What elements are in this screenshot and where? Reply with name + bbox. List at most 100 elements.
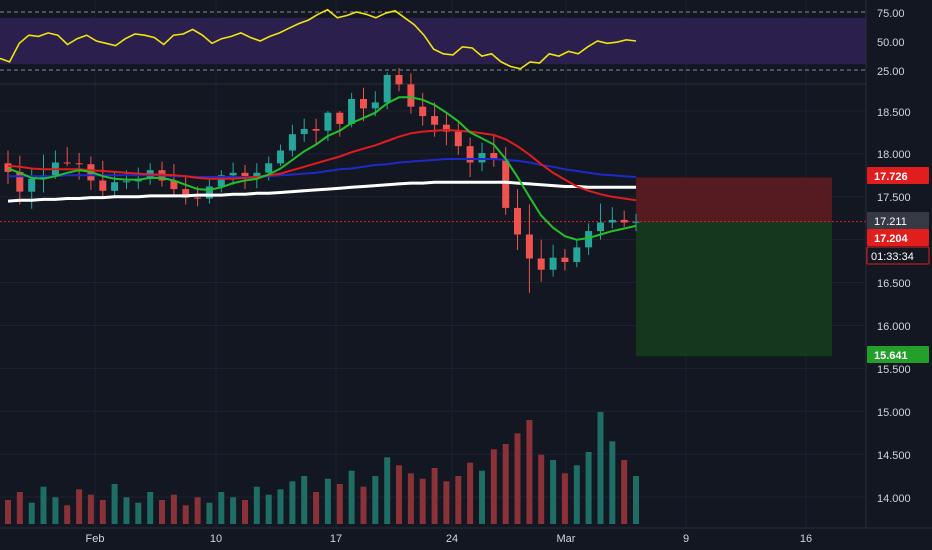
volume-bar: [87, 494, 94, 524]
candle-body: [466, 146, 474, 163]
volume-bar: [64, 505, 71, 524]
target-price-text: 15.641: [874, 350, 908, 362]
price-tick: 16.500: [877, 278, 911, 290]
rsi-tick-75: 75.00: [877, 8, 905, 20]
candle: [419, 93, 427, 126]
candle: [407, 73, 415, 114]
volume-bar: [336, 484, 343, 524]
candle-body: [182, 189, 190, 198]
candle-body: [217, 175, 225, 187]
candle-body: [597, 222, 604, 232]
rsi-pane[interactable]: [0, 8, 866, 71]
candle-body: [277, 150, 284, 164]
volume-bar: [218, 492, 225, 524]
position-tool[interactable]: [636, 177, 832, 357]
countdown-text: 01:33:34: [871, 251, 914, 263]
candle: [182, 177, 190, 205]
candle: [277, 144, 284, 166]
price-tick: 14.000: [877, 493, 911, 505]
candle-body: [525, 234, 533, 259]
candle: [111, 172, 119, 198]
volume-bar: [502, 444, 509, 524]
candle-body: [241, 172, 249, 178]
volume-bar: [407, 473, 414, 524]
candle: [608, 207, 616, 229]
candle: [99, 160, 107, 198]
volume-bar: [490, 449, 497, 524]
rsi-tick-25: 25.00: [877, 66, 905, 78]
volume-bar: [16, 492, 23, 524]
volume-bar: [324, 478, 331, 524]
candle-body: [573, 247, 581, 262]
volume-bar: [206, 502, 213, 524]
volume-bar: [5, 500, 11, 524]
candle: [312, 118, 320, 145]
ma-fast-line: [7, 96, 637, 241]
candle: [300, 118, 308, 142]
volume-bar: [135, 502, 142, 524]
candle-body: [16, 171, 24, 192]
candle: [478, 142, 486, 171]
volume-bar: [289, 481, 296, 524]
price-tick: 15.000: [877, 407, 911, 419]
ma-long-line: [7, 180, 636, 203]
volume-bar: [585, 452, 592, 524]
candle: [490, 134, 498, 167]
volume-bar: [360, 486, 367, 524]
volume-bar: [28, 502, 35, 524]
candle-body: [490, 153, 498, 159]
volume-bar: [396, 465, 402, 524]
countdown-badge: 01:33:34: [866, 246, 930, 265]
candle: [632, 213, 640, 232]
candle: [253, 163, 261, 189]
ma-slow-line: [8, 158, 637, 178]
candle: [549, 244, 557, 277]
candle-body: [620, 219, 628, 223]
price-tick: 16.000: [877, 321, 911, 333]
volume-bar: [301, 476, 308, 524]
candle: [229, 162, 237, 185]
volume-bar: [467, 462, 474, 524]
candle: [454, 122, 462, 155]
candle-body: [123, 181, 130, 183]
price-axis-labels: 18.500 18.000 17.500 16.500 16.000 15.50…: [877, 107, 911, 505]
current-price-text: 17.204: [874, 233, 909, 245]
volume-bar: [514, 433, 521, 524]
volume-bar: [455, 476, 462, 524]
candle-body: [549, 257, 557, 270]
candle-body: [194, 197, 202, 199]
candle-body: [205, 186, 213, 199]
candle-body: [4, 163, 12, 172]
target-price-badge: 15.641: [867, 346, 929, 363]
candle-body: [336, 112, 344, 124]
candle-body: [537, 258, 545, 270]
volume-bar: [123, 497, 130, 524]
volume-bar: [230, 497, 237, 524]
candle-body: [514, 207, 521, 235]
candle-body: [407, 84, 415, 107]
time-scale[interactable]: [0, 528, 932, 550]
candle-body: [229, 172, 237, 176]
price-scale[interactable]: [866, 0, 932, 550]
candle-body: [561, 257, 569, 262]
candle-body: [288, 134, 296, 151]
candle-body: [371, 102, 379, 109]
candle: [585, 223, 593, 256]
take-profit-zone[interactable]: [636, 221, 832, 357]
volume-bar: [159, 500, 165, 524]
candle: [561, 249, 569, 271]
rsi-axis-labels: 75.00 50.00 25.00: [877, 8, 905, 78]
candle-body: [324, 112, 332, 131]
stop-price-text: 17.726: [874, 171, 908, 183]
candle-body: [111, 182, 119, 191]
time-tick-16: 16: [800, 533, 812, 545]
candle-body: [383, 75, 391, 103]
volume-bar: [443, 481, 450, 524]
rsi-band-fill: [0, 17, 866, 65]
candle-body: [632, 221, 640, 223]
candle-body: [478, 153, 486, 163]
price-tick: 17.500: [877, 192, 911, 204]
candle-body: [99, 180, 107, 191]
stop-loss-zone[interactable]: [636, 177, 832, 222]
